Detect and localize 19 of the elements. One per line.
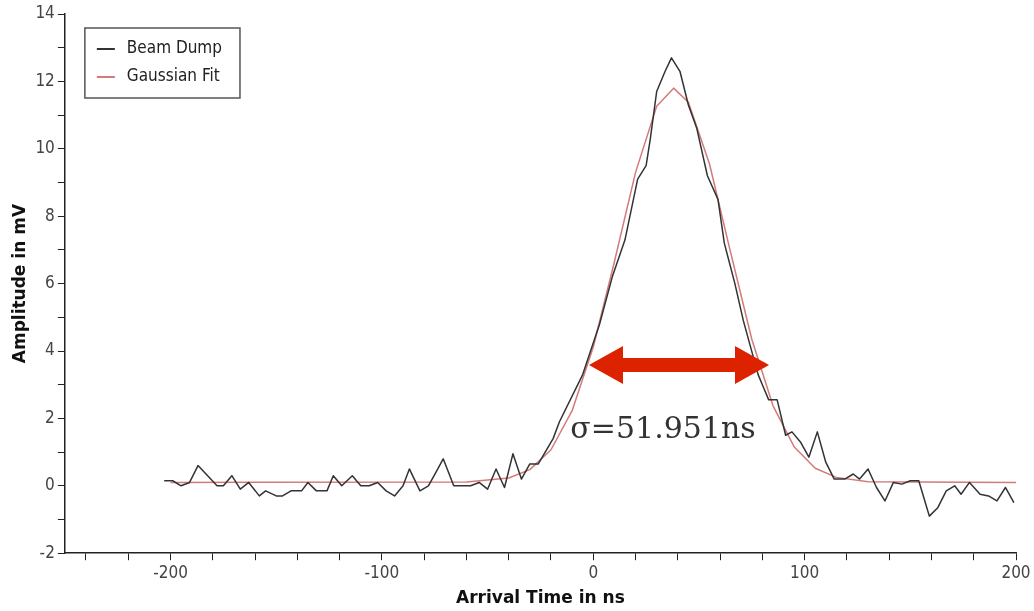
y-tick-label: 10: [35, 137, 55, 158]
y-tick-label: 0: [45, 474, 55, 495]
y-tick-label: 8: [45, 204, 55, 225]
x-tick-label: -200: [153, 561, 188, 582]
x-tick-label: 200: [1001, 561, 1031, 582]
y-axis-title: Amplitude in mV: [8, 203, 29, 364]
y-tick-label: 6: [45, 272, 55, 293]
x-tick-label: 100: [790, 561, 820, 582]
x-tick-label: 0: [588, 561, 599, 582]
y-tick-label: 12: [35, 69, 55, 90]
annotation: σ=51.951ns: [570, 409, 756, 445]
x-axis-title: Arrival Time in ns: [456, 587, 625, 608]
y-tick-label: 14: [35, 2, 55, 23]
y-tick-label: 2: [45, 406, 55, 427]
y-tick-label: -2: [39, 541, 55, 562]
x-tick-label: -100: [364, 561, 400, 582]
legend-label: Gaussian Fit: [126, 65, 220, 86]
y-tick-label: 4: [45, 339, 55, 360]
legend-label: Beam Dump: [126, 37, 222, 58]
